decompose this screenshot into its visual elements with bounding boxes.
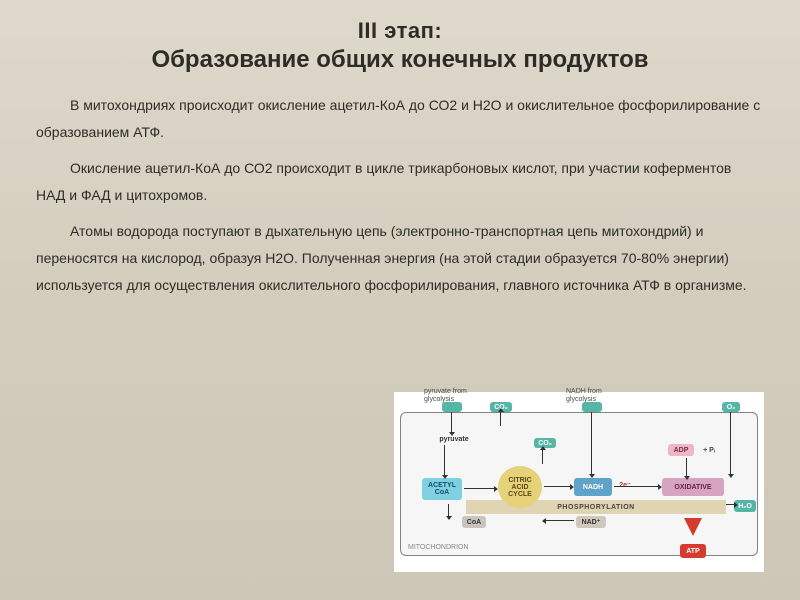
atp-arrow-icon bbox=[684, 518, 702, 536]
arrow-nad-back bbox=[546, 520, 574, 522]
node-pyruvate_top bbox=[442, 402, 462, 412]
node-adp: ADP bbox=[668, 444, 694, 456]
title-block: III этап: Образование общих конечных про… bbox=[36, 18, 764, 74]
arrow-cycle-nadh bbox=[544, 486, 570, 488]
stage-line: III этап: bbox=[36, 18, 764, 44]
node-nad_plus: NAD⁺ bbox=[576, 516, 606, 528]
node-nadh_top bbox=[582, 402, 602, 412]
paragraph-1: В митохондриях происходит окисление ацет… bbox=[36, 92, 764, 145]
body-text: В митохондриях происходит окисление ацет… bbox=[36, 92, 764, 298]
node-twoe: 2e⁻ bbox=[616, 480, 634, 490]
node-o2_top: O₂ bbox=[722, 402, 740, 412]
node-oxid: OXIDATIVE bbox=[662, 478, 724, 496]
arrow-cycle-co2 bbox=[542, 450, 544, 464]
arrow-nadh-oxidative bbox=[614, 486, 658, 488]
node-coa: CoA bbox=[462, 516, 486, 528]
arrow-h2o-out bbox=[726, 504, 734, 506]
slide-root: III этап: Образование общих конечных про… bbox=[0, 0, 800, 600]
main-title: Образование общих конечных продуктов bbox=[36, 46, 764, 74]
mitochondrion-diagram: pyruvate from glycolysis NADH from glyco… bbox=[394, 392, 764, 572]
node-nadh_big: NADH bbox=[574, 478, 612, 496]
arrow-pyruvate-in bbox=[451, 412, 453, 432]
arrow-coa-back bbox=[448, 504, 450, 516]
node-cycle: CITRIC ACID CYCLE bbox=[498, 466, 542, 508]
paragraph-3: Атомы водорода поступают в дыхательную ц… bbox=[36, 218, 764, 298]
node-acetyl: ACETYL CoA bbox=[422, 478, 462, 500]
arrow-o2-in bbox=[730, 412, 732, 474]
label-mitochondrion: MITOCHONDRION bbox=[408, 544, 469, 552]
arrow-acetyl-cycle bbox=[464, 488, 494, 490]
arrow-adp-in bbox=[686, 458, 688, 476]
node-atp: ATP bbox=[680, 544, 706, 558]
paragraph-2: Окисление ацетил-КоА до СО2 происходит в… bbox=[36, 155, 764, 208]
arrow-pyruvate-acetyl bbox=[444, 445, 446, 475]
diagram-wrap: pyruvate from glycolysis NADH from glyco… bbox=[394, 392, 764, 572]
node-pi: + Pᵢ bbox=[698, 444, 720, 456]
arrow-co2-out-1 bbox=[500, 412, 502, 426]
arrow-nadh-in bbox=[591, 412, 593, 474]
